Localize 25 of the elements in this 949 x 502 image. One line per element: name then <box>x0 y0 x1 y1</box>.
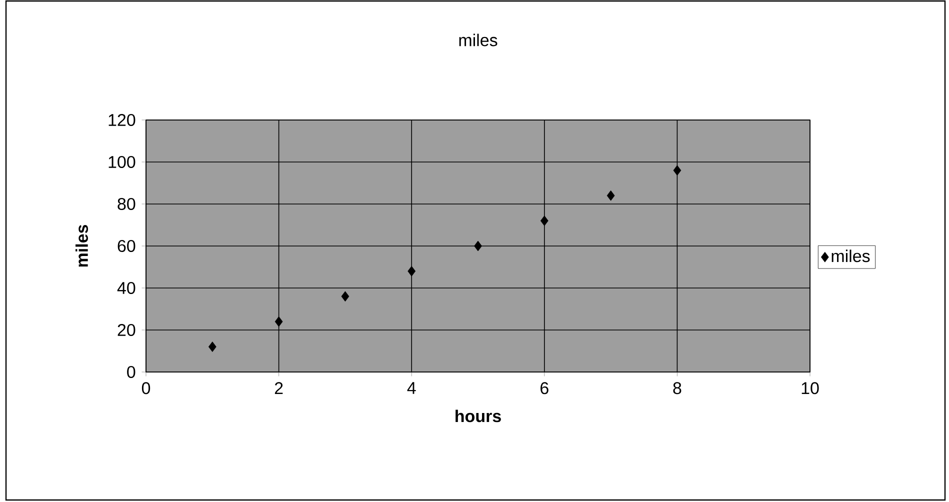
point <box>341 291 350 302</box>
y-tick-label: 100 <box>108 156 136 168</box>
point <box>208 342 216 352</box>
point <box>606 190 615 201</box>
x-tick-label: 0 <box>142 382 150 394</box>
chart-title: miles <box>459 34 498 46</box>
legend-label: miles <box>832 250 870 262</box>
x-tick-label: 10 <box>802 382 819 394</box>
y-tick-label: 60 <box>118 240 136 252</box>
y-tick-label: 80 <box>118 198 136 210</box>
x-tick-label: 2 <box>274 382 283 394</box>
y-tick-label: 20 <box>118 324 136 336</box>
point <box>673 165 682 176</box>
point <box>274 316 283 327</box>
y-axis-title: miles <box>76 224 88 267</box>
y-tick-label: 40 <box>117 282 136 294</box>
x-tick-label: 6 <box>540 382 548 394</box>
x-tick-label: 4 <box>407 382 416 394</box>
point <box>540 216 548 226</box>
point <box>408 266 416 276</box>
x-axis-title: hours <box>456 410 501 422</box>
y-tick-label: 120 <box>108 114 136 126</box>
point <box>474 240 482 252</box>
x-tick-label: 8 <box>673 382 682 394</box>
y-tick-label: 0 <box>127 366 136 378</box>
